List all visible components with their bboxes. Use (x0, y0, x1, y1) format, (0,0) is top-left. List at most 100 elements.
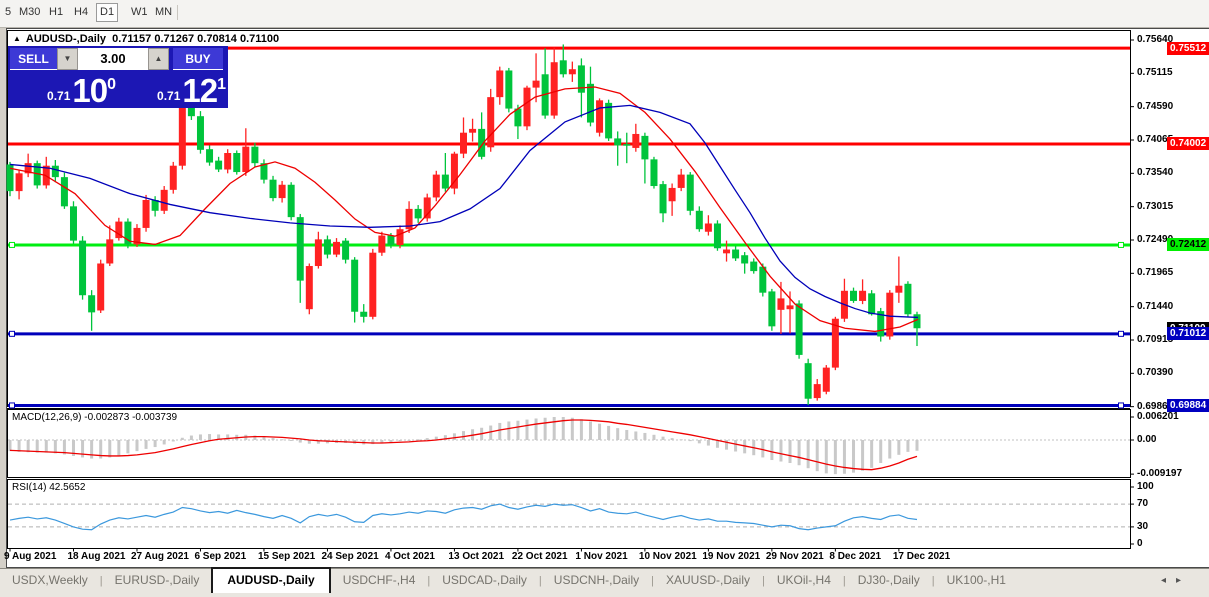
macd-bar (162, 440, 166, 445)
macd-bar (770, 440, 774, 461)
tab-separator: | (931, 575, 935, 587)
candle-body (496, 70, 504, 98)
timeframe-toolbar: 5 M30 H1 H4 D1 W1 MN (0, 0, 1209, 28)
candle-body (813, 384, 821, 399)
tab-scroll-left-icon[interactable]: ◂ (1160, 575, 1176, 586)
tab-separator: | (842, 575, 846, 587)
chart-tab-EURUSD-,Daily[interactable]: EURUSD-,Daily (114, 573, 200, 587)
macd-bar (71, 440, 75, 456)
timeframe-button-5[interactable]: 5 (5, 6, 12, 18)
line-handle[interactable] (9, 402, 15, 409)
line-handle[interactable] (1118, 402, 1124, 409)
buy-button[interactable]: BUY (173, 48, 223, 70)
sell-price-big: 10 (72, 72, 108, 109)
candle-body (695, 210, 703, 230)
buy-price[interactable]: 0.71121 (120, 72, 236, 109)
candle-body (88, 295, 96, 313)
macd-bar (171, 440, 175, 442)
tab-separator: | (99, 575, 103, 587)
candle-body (450, 153, 458, 189)
chart-tab-UKOil-,H4[interactable]: UKOil-,H4 (776, 573, 831, 587)
line-handle[interactable] (1118, 241, 1124, 248)
macd-bar (688, 440, 692, 442)
macd-bar (226, 434, 230, 440)
macd-bar (126, 440, 130, 454)
macd-bar (144, 440, 148, 449)
candle-body (704, 223, 712, 232)
buy-price-big: 12 (182, 72, 218, 109)
chart-tab-XAUUSD-,Daily[interactable]: XAUUSD-,Daily (665, 573, 750, 587)
macd-bar (53, 440, 57, 454)
volume-decrease-button[interactable]: ▼ (57, 48, 78, 70)
candle-body (460, 132, 467, 154)
one-click-trading-panel: SELL ▼ 3.00 ▲ BUY 0.71100 0.71 121 (8, 46, 228, 109)
candle-body (342, 240, 350, 260)
tab-scroll-right-icon[interactable]: ▸ (1175, 575, 1191, 586)
volume-input[interactable]: 3.00 (78, 48, 148, 70)
ma-fast-line (9, 86, 919, 333)
chart-tab-USDCAD-,Daily[interactable]: USDCAD-,Daily (442, 573, 527, 587)
candle-body (432, 174, 440, 198)
candle-body (686, 174, 694, 211)
candle-body (278, 184, 286, 199)
chart-tab-USDCNH-,Daily[interactable]: USDCNH-,Daily (553, 573, 640, 587)
macd-bar (616, 428, 620, 440)
timeframe-button-W1[interactable]: W1 (131, 6, 148, 18)
chart-tab-AUDUSD-,Daily[interactable]: AUDUSD-,Daily (211, 567, 331, 593)
timeframe-button-MN[interactable]: MN (155, 6, 173, 18)
macd-bar (579, 419, 583, 440)
tab-separator: | (427, 575, 431, 587)
candle-body (233, 153, 241, 173)
volume-increase-button[interactable]: ▲ (148, 48, 169, 70)
buy-price-sup: 1 (217, 76, 226, 93)
candle-body (559, 60, 567, 75)
candle-body (69, 206, 77, 241)
sell-button[interactable]: SELL (10, 48, 57, 70)
macd-bar (561, 416, 565, 440)
macd-bar (743, 440, 747, 454)
chart-tab-DJ30-,Daily[interactable]: DJ30-,Daily (857, 573, 920, 587)
candle-body (24, 163, 32, 174)
candle-body (741, 255, 749, 264)
candle-body (6, 164, 14, 192)
macd-bar (35, 440, 39, 453)
macd-bar (543, 417, 547, 440)
macd-bar (824, 440, 828, 474)
macd-bar (634, 431, 638, 440)
line-handle[interactable] (1118, 330, 1124, 337)
candle-body (586, 83, 594, 123)
ma-slow-line (9, 104, 919, 319)
candle-body (886, 292, 894, 337)
macd-bar (153, 440, 157, 448)
candle-body (614, 138, 622, 146)
macd-bar (90, 440, 94, 459)
candle-body (895, 285, 903, 293)
timeframe-button-D1[interactable]: D1 (96, 3, 119, 22)
sell-price[interactable]: 0.71100 (10, 72, 122, 109)
chart-tab-USDX,Weekly[interactable]: USDX,Weekly (12, 573, 88, 587)
line-handle[interactable] (9, 241, 15, 248)
chart-tab-UK100-,H1[interactable]: UK100-,H1 (946, 573, 1006, 587)
chart-tab-USDCHF-,H4[interactable]: USDCHF-,H4 (342, 573, 416, 587)
timeframe-button-H4[interactable]: H4 (74, 6, 89, 18)
candle-body (441, 174, 449, 189)
candle-body (124, 221, 132, 245)
sell-price-prefix: 0.71 (47, 89, 71, 103)
candle-body (106, 239, 114, 264)
macd-bar (725, 440, 729, 450)
macd-bar (870, 440, 874, 468)
candle-body (215, 160, 223, 170)
candle-body (251, 146, 259, 164)
candle-body (51, 165, 59, 178)
tab-scroll-arrows[interactable]: ◂▸ (1161, 575, 1191, 586)
macd-bar (81, 440, 85, 458)
candle-body (487, 97, 495, 148)
timeframe-button-M30[interactable]: M30 (19, 6, 41, 18)
line-handle[interactable] (9, 330, 15, 337)
candle-body (178, 107, 186, 166)
candle-body (187, 107, 195, 117)
candle-body (650, 159, 658, 187)
timeframe-button-H1[interactable]: H1 (49, 6, 64, 18)
macd-bar (462, 431, 465, 440)
candle-body (478, 128, 486, 157)
